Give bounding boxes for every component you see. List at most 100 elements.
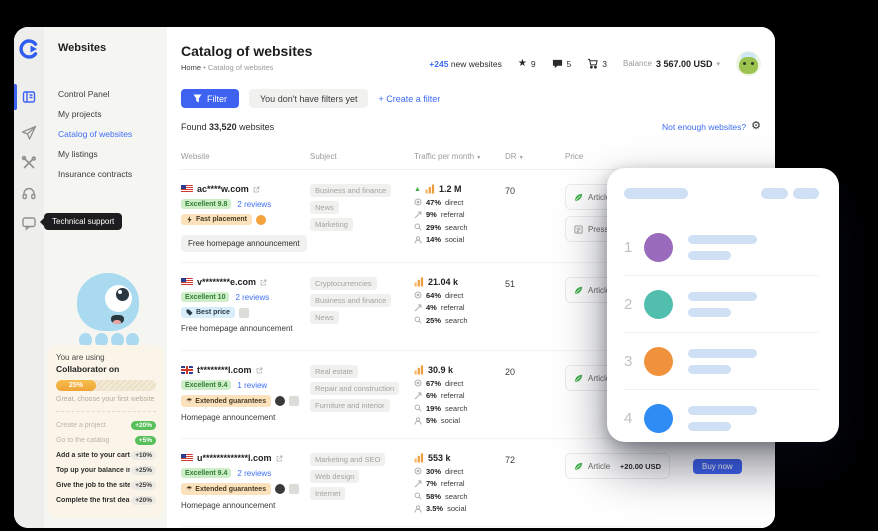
list-item-number: 3	[624, 352, 633, 370]
new-websites-counter[interactable]: +245 new websites	[429, 58, 502, 69]
skeleton-bar	[688, 234, 757, 244]
subject-tag: Furniture and interior	[310, 399, 390, 412]
reviews-link[interactable]: 1 review	[237, 380, 268, 390]
favorites-count: 9	[530, 58, 536, 69]
feather-icon	[574, 286, 583, 294]
sidebar-item-control-panel[interactable]: Control Panel	[58, 89, 110, 99]
website-domain[interactable]: ac****w.com	[197, 184, 249, 194]
mascot-leg	[126, 333, 139, 347]
list-item-number: 4	[624, 410, 633, 427]
skeleton-list-item: 4	[624, 390, 819, 447]
website-domain[interactable]: u*************l.com	[197, 453, 272, 463]
sidebar-item-my-projects[interactable]: My projects	[58, 109, 102, 119]
dr-value: 20	[505, 367, 516, 377]
tools-icon[interactable]	[21, 155, 37, 171]
skeleton-bar	[688, 348, 757, 358]
rating-badge: Excellent 9.4	[181, 380, 232, 390]
external-link-icon[interactable]	[253, 186, 260, 193]
task-give-job[interactable]: Give the job to the site +25%	[56, 478, 156, 493]
found-count-text: Found 33,520 websites	[181, 121, 275, 132]
usage-divider	[56, 411, 156, 412]
favorites-button[interactable]: ★ 9	[518, 58, 536, 69]
umbrella-icon: ☂	[186, 486, 193, 493]
subject-tag: Marketing and SEO	[310, 453, 386, 466]
external-link-icon[interactable]	[276, 455, 283, 462]
chat-support-icon[interactable]	[21, 215, 37, 231]
paper-plane-icon[interactable]	[21, 125, 37, 141]
referral-icon	[414, 211, 422, 219]
feather-icon	[574, 462, 583, 470]
usage-progress-card: You are using Collaborator on 25% Great,…	[47, 345, 164, 518]
cart-button[interactable]: 3	[587, 58, 607, 69]
reviews-link[interactable]: 2 reviews	[237, 199, 272, 209]
dr-value: 72	[505, 455, 516, 465]
column-traffic-sort[interactable]: Traffic per month ▼	[414, 152, 482, 161]
feature-badge: ☂ Extended guarantees	[181, 483, 272, 495]
task-complete-first-deal[interactable]: Complete the first deal +20%	[56, 493, 156, 508]
traffic-value: 30.9 k	[428, 365, 454, 375]
create-filter-link[interactable]: + Create a filter	[378, 93, 441, 104]
balance-value: 3 567.00 USD	[655, 58, 713, 69]
announcement-note: Homepage announcement	[181, 413, 276, 422]
skeleton-bar	[688, 422, 731, 431]
skeleton-header	[624, 188, 819, 199]
balance-dropdown[interactable]: Balance 3 567.00 USD ▾	[623, 59, 720, 69]
feather-icon	[574, 193, 583, 201]
subject-tag: Marketing	[310, 218, 353, 231]
table-row: u*************l.com Excellent 9.4 2 revi…	[181, 439, 761, 527]
found-count: 33,520	[209, 121, 237, 132]
sidebar-item-my-listings[interactable]: My listings	[58, 149, 98, 159]
headphones-icon[interactable]	[21, 185, 37, 201]
control-panel-icon[interactable]	[21, 89, 37, 105]
task-top-up-balance[interactable]: Top up your balance in ... +25%	[56, 463, 156, 478]
social-icon	[414, 235, 422, 244]
referral-icon	[414, 480, 422, 488]
task-go-to-catalog[interactable]: Go to the catalog +5%	[56, 433, 156, 448]
skeleton-list-item: 3	[624, 333, 819, 390]
article-offer-card[interactable]: Article +20.00 USD	[565, 453, 670, 479]
column-website: Website	[181, 152, 210, 161]
user-avatar[interactable]	[736, 51, 761, 76]
breadcrumb-home[interactable]: Home	[181, 63, 202, 72]
direct-icon	[414, 467, 422, 475]
sidebar-item-catalog-of-websites[interactable]: Catalog of websites	[58, 129, 133, 139]
not-enough-websites: Not enough websites? ⚙	[662, 121, 761, 132]
chevron-down-icon: ▾	[716, 60, 720, 68]
task-badge: +5%	[134, 436, 156, 445]
usage-line1: You are using	[56, 353, 105, 362]
page-title: Catalog of websites	[181, 43, 313, 59]
task-add-site-to-cart[interactable]: Add a site to your cart +10%	[56, 448, 156, 463]
us-flag-icon	[181, 278, 193, 286]
external-link-icon[interactable]	[256, 367, 263, 374]
reviews-link[interactable]: 2 reviews	[237, 468, 272, 478]
not-enough-link[interactable]: Not enough websites?	[662, 121, 747, 132]
skeleton-bar	[688, 364, 731, 374]
price-cell: Article +20.00 USD Buy now	[545, 453, 761, 516]
website-domain[interactable]: t********l.com	[197, 365, 252, 375]
gear-icon[interactable]: ⚙	[751, 120, 761, 132]
list-item-circle	[644, 346, 673, 376]
task-create-project[interactable]: Create a project +20%	[56, 418, 156, 433]
search-icon	[414, 492, 422, 500]
website-domain[interactable]: v********e.com	[197, 277, 257, 287]
document-icon	[574, 224, 583, 234]
messages-button[interactable]: 5	[552, 58, 571, 69]
column-dr-sort[interactable]: DR ▼	[505, 152, 524, 161]
traffic-bars-icon	[414, 277, 424, 287]
traffic-cell: 21.04 k 64% direct 4% referral 25% search	[414, 277, 505, 340]
feather-icon	[574, 374, 583, 382]
traffic-bars-icon	[414, 365, 424, 375]
sidebar-item-insurance-contracts[interactable]: Insurance contracts	[58, 169, 133, 179]
traffic-cell: 30.9 k 67% direct 6% referral 19% search 5%…	[414, 365, 505, 428]
monitor-chip-icon	[238, 307, 249, 318]
filter-button[interactable]: Filter	[181, 89, 239, 108]
external-link-icon[interactable]	[260, 279, 267, 286]
buy-now-button[interactable]: Buy now	[693, 458, 742, 474]
search-icon	[414, 316, 422, 324]
reviews-link[interactable]: 2 reviews	[235, 292, 270, 302]
subject-cell: Marketing and SEO Web design Internet	[310, 453, 414, 516]
task-badge: +25%	[131, 466, 156, 475]
collaborator-logo-icon[interactable]	[19, 39, 39, 59]
traffic-cell: ▲ 1.2 M 47% direct 9% referral 29% search 1…	[414, 184, 468, 244]
